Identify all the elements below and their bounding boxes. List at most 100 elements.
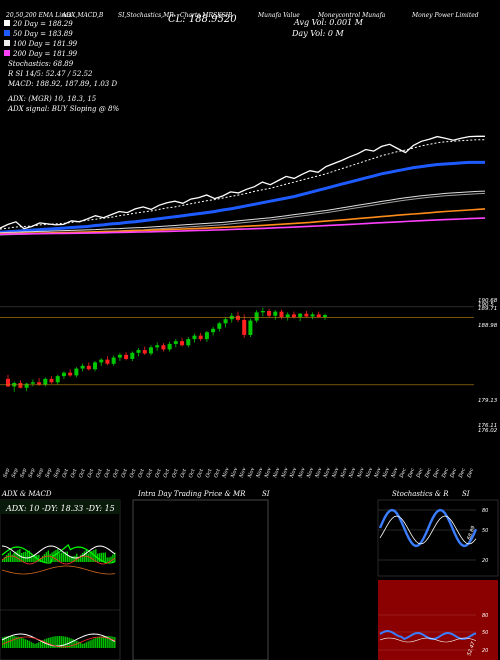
header-top-label-2: ADX,MACD,B xyxy=(62,12,104,19)
date-label-53: Dec xyxy=(449,467,458,479)
date-label-48: Dec xyxy=(407,467,416,479)
macd-hist-1 xyxy=(3,636,6,648)
legend-swatch-200 xyxy=(4,50,10,56)
date-label-36: Nov xyxy=(306,467,316,480)
adx-hist-8 xyxy=(17,550,19,562)
date-label-0: Sep xyxy=(2,467,11,479)
candle-body-50 xyxy=(316,314,321,318)
candle-body-14 xyxy=(93,362,98,370)
candle-body-24 xyxy=(155,345,160,348)
macd-hist-26 xyxy=(51,636,53,648)
candle-body-29 xyxy=(186,339,191,346)
stoch-upper-label-1: 50 xyxy=(482,528,488,534)
candle-body-16 xyxy=(105,359,110,364)
date-label-28: Nov xyxy=(238,467,248,480)
macd-line-red xyxy=(1,636,116,648)
candle-body-3 xyxy=(24,383,29,388)
candle-body-13 xyxy=(86,365,91,370)
date-label-22: Oct xyxy=(188,467,197,478)
header-top-label-5: Munafa Value xyxy=(258,12,300,19)
macd-hist-45 xyxy=(87,641,89,648)
adx-hist-46 xyxy=(89,552,91,562)
adx-line-orange xyxy=(1,565,116,575)
candle-body-46 xyxy=(291,314,296,318)
candle-body-8 xyxy=(55,376,60,383)
price-axis-label-6: 176.02 xyxy=(478,428,498,434)
adx-legend-bg xyxy=(0,500,120,514)
adx-line-red xyxy=(1,555,116,565)
stoch-d-line xyxy=(379,515,477,545)
adx-hist-0 xyxy=(2,559,4,562)
date-label-30: Nov xyxy=(255,467,265,480)
adx-hist-57 xyxy=(110,556,112,562)
macd-hist-0 xyxy=(2,637,4,648)
adx-line-1: ADX: (MGR) 10, 18.3, 15 xyxy=(8,95,97,103)
adx-hist-22 xyxy=(43,553,46,562)
macd-hist-6 xyxy=(13,636,15,648)
intra-panel-title-2: SI xyxy=(262,490,270,498)
macd-hist-25 xyxy=(49,637,51,648)
date-label-45: Nov xyxy=(381,467,391,480)
price-axis-label-2: 189.71 xyxy=(478,306,497,312)
candle-body-17 xyxy=(111,357,116,364)
date-label-31: Nov xyxy=(263,467,273,480)
adx-hist-59 xyxy=(114,552,116,562)
macd-hist-18 xyxy=(36,643,38,648)
macd-hist-47 xyxy=(91,639,93,648)
candle-body-30 xyxy=(192,335,197,340)
macd-hist-53 xyxy=(102,636,105,648)
date-label-23: Oct xyxy=(196,467,205,478)
adx-line-2: ADX signal: BUY Sloping @ 8% xyxy=(8,105,120,113)
legend-20-day: 20 Day = 188.29 xyxy=(4,20,73,28)
date-label-7: Oct xyxy=(61,467,70,478)
candle-body-48 xyxy=(304,313,309,317)
macd-hist-30 xyxy=(59,636,61,648)
legend-100-day: 100 Day = 181.99 xyxy=(4,40,77,48)
macd-hist-57 xyxy=(110,636,112,648)
date-label-29: Nov xyxy=(247,467,257,480)
legend-50-label: 50 Day = 183.89 xyxy=(13,30,73,38)
date-label-13: Oct xyxy=(112,467,121,478)
adx-hist-2 xyxy=(5,555,8,562)
date-label-38: Nov xyxy=(322,467,332,480)
date-label-1: Sep xyxy=(11,467,20,479)
candle-body-45 xyxy=(285,314,290,318)
adx-hist-21 xyxy=(41,555,44,562)
adx-hist-54 xyxy=(104,552,106,562)
date-label-35: Nov xyxy=(297,467,307,480)
macd-hist-36 xyxy=(70,638,72,648)
macd-hist-38 xyxy=(74,639,76,648)
candle-body-9 xyxy=(61,372,66,377)
adx-hist-19 xyxy=(38,554,40,562)
adx-hist-40 xyxy=(78,556,80,562)
candle-body-38 xyxy=(242,319,247,335)
ema-series-20d xyxy=(0,139,485,230)
candle-body-18 xyxy=(117,354,122,358)
stat-macd: MACD: 188.92, 187.89, 1.03 D xyxy=(8,80,118,88)
adx-hist-30 xyxy=(59,553,61,562)
adx-hist-41 xyxy=(79,554,82,562)
header-top-label-1: 20,50,200 EMA Lines xyxy=(6,12,72,19)
date-label-26: Nov xyxy=(221,467,231,480)
rsi-line-white xyxy=(379,637,477,643)
macd-hist-27 xyxy=(53,636,55,648)
adx-hist-45 xyxy=(87,553,89,562)
stat-stochastics: Stochastics: 68.89 xyxy=(8,60,74,68)
legend-100-label: 100 Day = 181.99 xyxy=(13,40,78,48)
intra-panel-frame xyxy=(132,499,269,660)
avg-vol-label: Avg Vol: 0.001 M xyxy=(294,18,363,27)
stoch-upper-label-0: 80 xyxy=(482,508,488,514)
close-price-suffix: 20 xyxy=(223,14,237,25)
macd-hist-51 xyxy=(98,636,101,648)
macd-hist-54 xyxy=(104,636,106,648)
candle-body-0 xyxy=(6,378,10,387)
date-label-12: Oct xyxy=(103,467,112,478)
header-top-label-3: SI,Stochastics,MR xyxy=(118,12,174,19)
macd-hist-59 xyxy=(114,637,116,648)
ema-series-100d xyxy=(0,190,486,234)
legend-swatch-100 xyxy=(4,40,10,46)
candle-body-20 xyxy=(130,352,135,359)
price-axis-label-0: 190.68 xyxy=(478,298,498,304)
stoch-panel-title: Stochastics & R xyxy=(392,490,449,498)
macd-hist-46 xyxy=(89,640,91,648)
